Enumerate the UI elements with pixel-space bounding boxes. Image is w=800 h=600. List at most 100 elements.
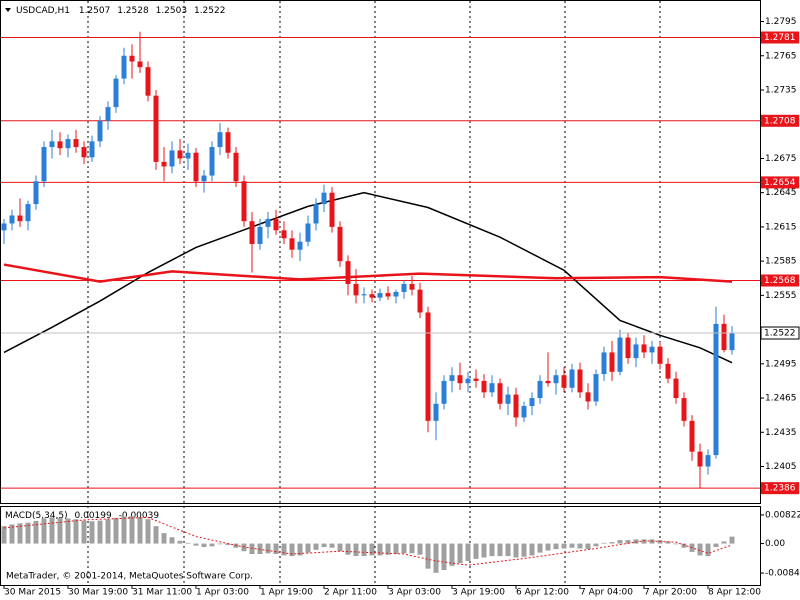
- level-box: [761, 114, 799, 127]
- macd-bar: [529, 543, 535, 556]
- y-tick-label: 1.2465: [765, 394, 797, 404]
- candle-body: [337, 226, 343, 262]
- candle-body: [569, 369, 575, 388]
- macd-bar: [9, 524, 15, 544]
- x-tick-label: 30 Mar 2015: [4, 588, 61, 598]
- candle-body: [25, 204, 31, 222]
- y-tick-label: 1.2675: [765, 154, 797, 164]
- candle-body: [9, 215, 15, 224]
- candle-body: [241, 181, 247, 222]
- candle-body: [209, 147, 215, 176]
- candle-body: [33, 181, 39, 205]
- candle-body: [217, 132, 223, 148]
- copyright: MetaTrader, © 2001-2014, MetaQuotes Soft…: [6, 572, 253, 582]
- candle-body: [321, 192, 327, 205]
- macd-bar: [273, 543, 279, 555]
- macd-bar: [17, 523, 23, 544]
- macd-bar: [401, 543, 407, 554]
- candle-body: [377, 293, 383, 298]
- close: 1.2522: [194, 6, 226, 16]
- candle-body: [225, 132, 231, 153]
- macd-bar: [729, 536, 735, 544]
- macd-bar: [161, 533, 167, 544]
- candle-body: [713, 323, 719, 456]
- candle-body: [537, 380, 543, 399]
- moving-average: [3, 191, 733, 364]
- macd-bar: [65, 518, 71, 544]
- level-label: 1.2568: [764, 276, 796, 286]
- macd-bar: [609, 542, 615, 544]
- moving-average: [3, 263, 733, 283]
- candle-body: [729, 333, 735, 351]
- y-tick-label: 1.2795: [765, 17, 797, 27]
- x-tick-label: 3 Apr 19:00: [452, 588, 505, 598]
- candle-body: [601, 352, 607, 375]
- candle-body: [657, 346, 663, 364]
- candle-body: [353, 283, 359, 296]
- macd-bar: [57, 517, 63, 544]
- candle-body: [73, 139, 79, 148]
- candle-body: [465, 378, 471, 384]
- candle-body: [457, 375, 463, 384]
- macd-bar: [177, 540, 183, 544]
- low: 1.2503: [156, 6, 188, 16]
- macd-bar: [481, 543, 487, 558]
- macd-bar: [665, 541, 671, 544]
- macd-bar: [361, 543, 367, 557]
- macd-label: MACD(5,34,5) 0.00199 -0.00039: [5, 511, 159, 521]
- signal-value: -0.00039: [119, 511, 160, 521]
- macd-bar: [209, 543, 215, 547]
- candle-body: [633, 344, 639, 359]
- candle-body: [361, 294, 367, 296]
- y-tick-label: 1.2765: [765, 51, 797, 61]
- x-tick-label: 3 Apr 03:00: [388, 588, 441, 598]
- macd-bar: [289, 543, 295, 557]
- macd-bar: [329, 543, 335, 548]
- plot: [1, 31, 760, 489]
- macd-bar: [369, 543, 375, 556]
- macd-tick-label: 0.00: [765, 539, 785, 549]
- candle-body: [89, 141, 95, 158]
- x-tick-label: 1 Apr 03:00: [196, 588, 249, 598]
- macd-bar: [105, 519, 111, 544]
- candle-body: [521, 406, 527, 418]
- macd-bar: [601, 542, 607, 544]
- macd-signal: [3, 516, 733, 566]
- macd-bar: [145, 519, 151, 544]
- macd-bar: [25, 522, 31, 544]
- macd-bar: [337, 543, 343, 552]
- candle-body: [121, 55, 127, 79]
- macd-bar: [545, 543, 551, 551]
- macd-bar: [185, 542, 191, 544]
- macd-bar: [617, 540, 623, 544]
- macd-bar: [497, 543, 503, 557]
- macd-bar: [33, 520, 39, 544]
- candle-body: [401, 283, 407, 292]
- macd-bar: [641, 539, 647, 544]
- candle-body: [345, 261, 351, 284]
- candle-body: [489, 383, 495, 393]
- macd-bar: [129, 516, 135, 544]
- candle-body: [49, 141, 55, 148]
- candle-body: [593, 374, 599, 402]
- candle-body: [417, 289, 423, 313]
- candle-body: [721, 323, 727, 351]
- candle-body: [553, 375, 559, 384]
- candle-body: [705, 455, 711, 467]
- candle-body: [265, 218, 271, 227]
- candle-body: [449, 375, 455, 381]
- candle-body: [185, 152, 191, 159]
- candle-body: [233, 152, 239, 182]
- last-price-label: 1.2522: [764, 329, 796, 339]
- x-tick-label: 7 Apr 04:00: [580, 588, 633, 598]
- candle-body: [313, 204, 319, 224]
- macd-bar: [721, 541, 727, 544]
- macd-bar: [385, 543, 391, 555]
- macd-bar: [513, 543, 519, 558]
- candle-body: [145, 67, 151, 96]
- high: 1.2528: [117, 6, 149, 16]
- candle-body: [433, 403, 439, 421]
- y-tick-label: 1.2495: [765, 359, 797, 369]
- y-tick-label: 1.2645: [765, 188, 797, 198]
